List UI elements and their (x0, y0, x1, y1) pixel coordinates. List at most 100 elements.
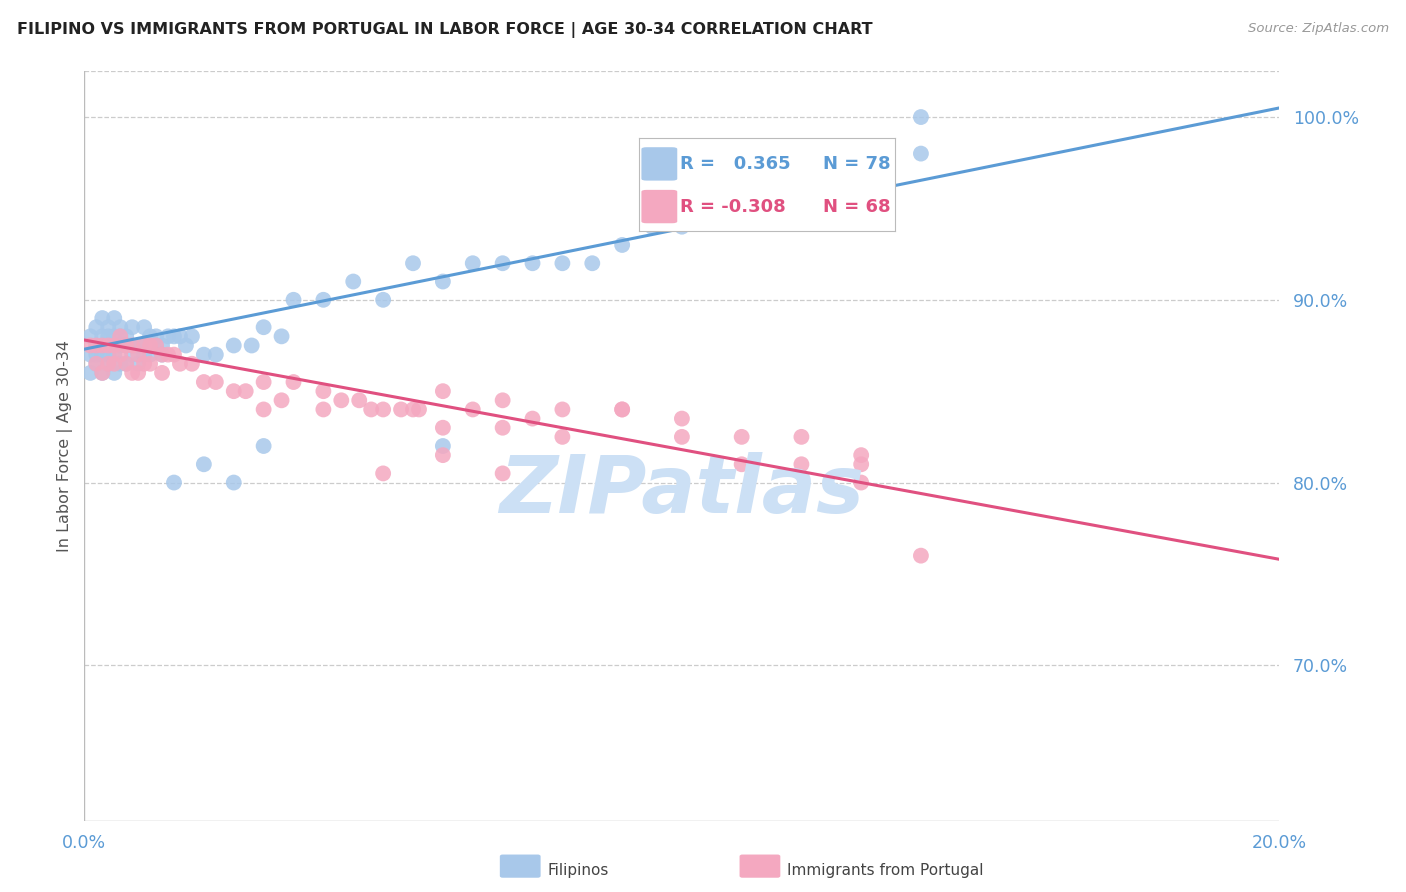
Point (121, 366, 143, 380)
Point (115, 329, 138, 343)
Text: ZIPatlas: ZIPatlas (499, 452, 865, 530)
Point (461, 256, 484, 270)
Point (432, 448, 454, 462)
Point (132, 338, 156, 352)
Point (492, 256, 515, 270)
Point (103, 357, 125, 371)
Point (235, 384, 257, 399)
Point (851, 165, 873, 179)
Point (121, 338, 143, 352)
Point (253, 402, 276, 417)
Text: R = -0.308: R = -0.308 (681, 197, 786, 216)
Point (402, 402, 425, 417)
Point (312, 384, 335, 399)
Point (432, 439, 454, 453)
Point (910, 146, 932, 161)
Point (97, 320, 120, 334)
Point (103, 366, 125, 380)
Point (157, 329, 180, 343)
Point (612, 402, 634, 417)
Point (253, 375, 276, 389)
Point (139, 329, 162, 343)
Point (97, 348, 120, 362)
Point (121, 338, 143, 352)
Point (115, 357, 138, 371)
Point (139, 348, 162, 362)
Point (492, 393, 515, 408)
Point (283, 293, 305, 307)
Point (790, 430, 813, 444)
Point (91, 348, 114, 362)
Point (103, 348, 125, 362)
Point (205, 348, 228, 362)
Text: Source: ZipAtlas.com: Source: ZipAtlas.com (1249, 22, 1389, 36)
Point (240, 338, 263, 352)
Point (330, 393, 353, 408)
Point (127, 357, 149, 371)
Point (612, 238, 634, 252)
Point (360, 402, 382, 417)
Point (671, 219, 693, 234)
Point (86, 320, 108, 334)
Point (115, 338, 138, 352)
Point (492, 467, 515, 481)
Point (97, 357, 120, 371)
Point (193, 457, 215, 471)
Point (522, 411, 544, 425)
Point (270, 329, 292, 343)
Point (461, 402, 484, 417)
Point (79, 329, 101, 343)
Point (270, 393, 292, 408)
Point (373, 467, 395, 481)
Point (91, 311, 114, 326)
Point (731, 430, 754, 444)
Point (127, 366, 149, 380)
Point (91, 338, 114, 352)
Point (150, 348, 173, 362)
Point (91, 329, 114, 343)
Point (103, 338, 125, 352)
Point (910, 549, 932, 563)
Point (110, 357, 132, 371)
Point (115, 357, 138, 371)
Point (79, 366, 101, 380)
Point (86, 357, 108, 371)
Point (110, 329, 132, 343)
Point (169, 357, 191, 371)
Point (851, 457, 873, 471)
Point (132, 320, 156, 334)
Point (641, 219, 664, 234)
Text: Filipinos: Filipinos (547, 863, 609, 878)
Point (97, 357, 120, 371)
Point (492, 421, 515, 435)
Point (97, 338, 120, 352)
Text: R =   0.365: R = 0.365 (681, 155, 790, 173)
Point (373, 402, 395, 417)
Point (145, 338, 167, 352)
Point (522, 256, 544, 270)
Point (121, 320, 143, 334)
Point (222, 384, 245, 399)
Text: FILIPINO VS IMMIGRANTS FROM PORTUGAL IN LABOR FORCE | AGE 30-34 CORRELATION CHAR: FILIPINO VS IMMIGRANTS FROM PORTUGAL IN … (17, 22, 873, 38)
Point (91, 366, 114, 380)
Point (132, 357, 156, 371)
Point (253, 439, 276, 453)
Point (700, 202, 723, 216)
Point (86, 338, 108, 352)
Point (174, 338, 197, 352)
Point (110, 320, 132, 334)
Point (432, 421, 454, 435)
Point (157, 348, 180, 362)
Point (110, 338, 132, 352)
Point (132, 338, 156, 352)
Point (150, 366, 173, 380)
Point (132, 348, 156, 362)
Point (671, 430, 693, 444)
Point (97, 329, 120, 343)
Point (851, 475, 873, 490)
Point (91, 338, 114, 352)
Point (612, 402, 634, 417)
Point (222, 475, 245, 490)
Text: N = 68: N = 68 (824, 197, 891, 216)
Point (389, 402, 412, 417)
